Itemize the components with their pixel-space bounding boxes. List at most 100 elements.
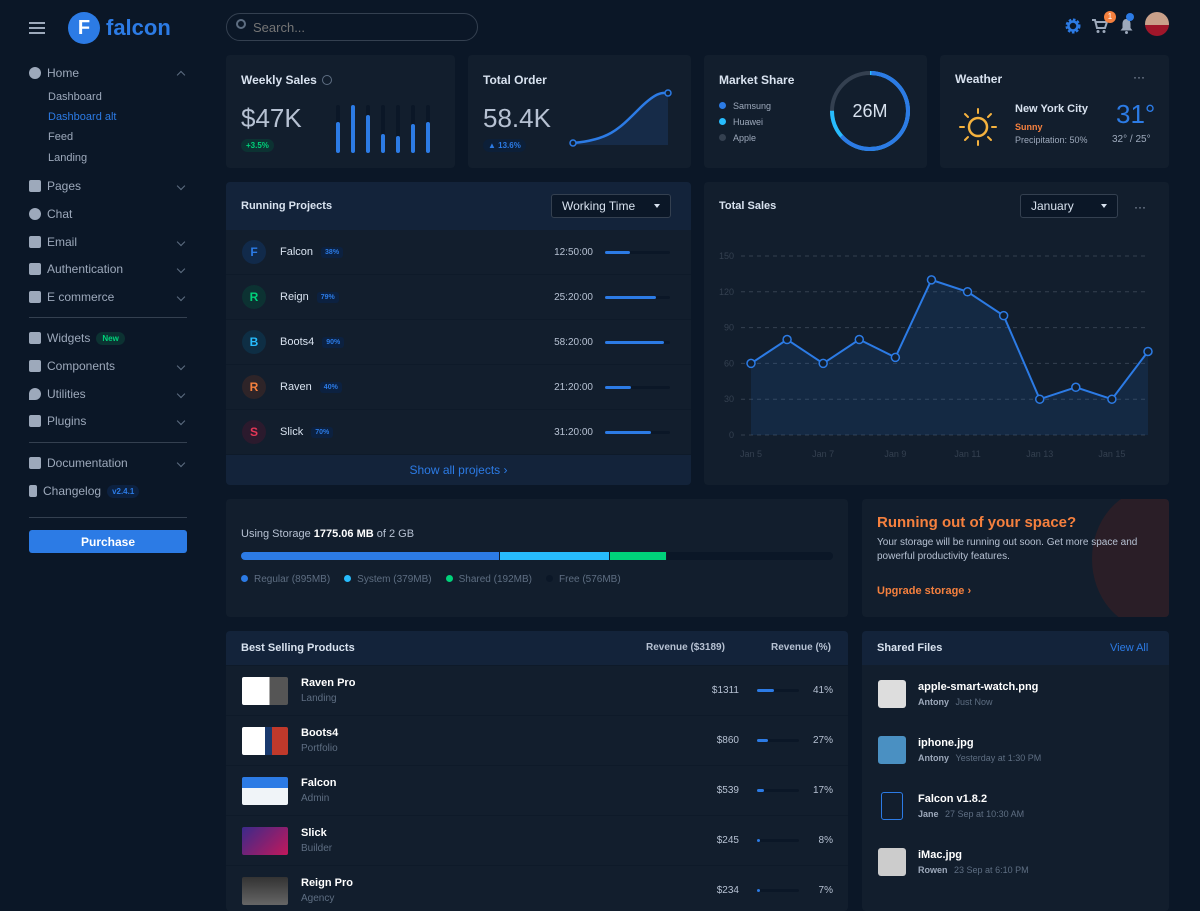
month-select[interactable]: January xyxy=(1020,194,1118,218)
sales-point[interactable] xyxy=(1143,346,1153,357)
precipitation: Precipitation: 50% xyxy=(1015,135,1088,145)
new-badge: New xyxy=(96,331,125,345)
more-options-icon[interactable]: ··· xyxy=(1134,200,1146,214)
sidebar-sub-dashboard[interactable]: Dashboard xyxy=(48,91,102,103)
market-share-legend: Samsung Huawei Apple xyxy=(719,98,771,146)
purchase-button[interactable]: Purchase xyxy=(29,530,187,553)
sales-point[interactable] xyxy=(1034,394,1045,404)
file-item[interactable]: iMac.jpg Rowen 23 Sep at 6:10 PM xyxy=(878,848,1029,876)
chat-icon xyxy=(29,208,41,220)
file-user: Antony xyxy=(918,753,949,763)
project-row[interactable]: B Boots4 90% 58:20:00 xyxy=(226,320,691,365)
sales-point[interactable] xyxy=(926,275,937,285)
column-header-revenue: Revenue ($3189) xyxy=(646,642,725,653)
sales-point[interactable] xyxy=(854,334,865,345)
project-name: Reign xyxy=(280,291,309,303)
pie-chart-icon xyxy=(29,67,41,79)
widgets-icon xyxy=(29,332,41,344)
chevron-down-icon xyxy=(176,237,186,247)
product-type: Builder xyxy=(301,843,333,854)
storage-segment xyxy=(241,552,500,560)
chevron-down-icon xyxy=(176,416,186,426)
sales-point[interactable] xyxy=(818,358,828,369)
project-progress-bar xyxy=(605,295,670,299)
sidebar-item-home[interactable]: Home xyxy=(29,66,187,80)
notification-bell-icon[interactable] xyxy=(1119,18,1134,34)
card-title: Market Share xyxy=(719,73,795,87)
storage-progress-bar xyxy=(241,552,833,560)
file-item[interactable]: iphone.jpg Antony Yesterday at 1:30 PM xyxy=(878,736,1041,764)
file-name: Falcon v1.8.2 xyxy=(918,793,988,805)
sidebar-item-documentation[interactable]: Documentation xyxy=(29,456,187,470)
project-row[interactable]: F Falcon 38% 12:50:00 xyxy=(226,230,691,275)
sales-point[interactable] xyxy=(962,287,973,297)
chevron-down-icon xyxy=(176,292,186,302)
project-row[interactable]: S Slick 70% 31:20:00 xyxy=(226,410,691,455)
sidebar-item-pages[interactable]: Pages xyxy=(29,179,187,193)
sidebar-item-widgets[interactable]: Widgets New xyxy=(29,331,187,345)
weekly-sales-value: $47K xyxy=(241,103,302,133)
revenue-progress-bar xyxy=(757,789,799,792)
sidebar-item-label: Pages xyxy=(47,179,82,193)
sales-point[interactable] xyxy=(1071,382,1081,393)
sidebar-item-chat[interactable]: Chat xyxy=(29,207,187,221)
product-type: Admin xyxy=(301,793,330,804)
legend-dot xyxy=(546,575,553,582)
file-time: 23 Sep at 6:10 PM xyxy=(954,865,1029,875)
project-row[interactable]: R Raven 40% 21:20:00 xyxy=(226,365,691,410)
sidebar-sub-landing[interactable]: Landing xyxy=(48,152,88,164)
sales-point[interactable] xyxy=(890,352,901,363)
project-row[interactable]: R Reign 79% 25:20:00 xyxy=(226,275,691,320)
product-row[interactable]: Reign Pro Agency $234 7% xyxy=(226,865,848,911)
product-row[interactable]: Falcon Admin $539 17% xyxy=(226,765,848,815)
sidebar-item-changelog[interactable]: Changelog v2.4.1 xyxy=(29,484,187,498)
upgrade-storage-link[interactable]: Upgrade storage › xyxy=(877,585,972,597)
storage-legend-item: Shared (192MB) xyxy=(445,574,532,585)
project-percent-badge: 70% xyxy=(311,426,334,438)
help-icon[interactable] xyxy=(321,75,332,85)
product-row[interactable]: Raven Pro Landing $1311 41% xyxy=(226,665,848,715)
project-percent-badge: 40% xyxy=(319,381,342,393)
temperature-range: 32° / 25° xyxy=(1112,134,1151,145)
product-type: Portfolio xyxy=(301,743,338,754)
sidebar-item-email[interactable]: Email xyxy=(29,235,187,249)
sales-line xyxy=(750,278,1149,401)
cart-icon[interactable] xyxy=(1091,18,1108,34)
search-icon xyxy=(236,19,246,29)
working-time-select[interactable]: Working Time xyxy=(551,194,671,218)
project-time: 31:20:00 xyxy=(554,426,593,438)
sidebar-item-utilities[interactable]: Utilities xyxy=(29,387,187,401)
sidebar-item-plugins[interactable]: Plugins xyxy=(29,414,187,428)
product-row[interactable]: Boots4 Portfolio $860 27% xyxy=(226,715,848,765)
sales-point[interactable] xyxy=(998,310,1009,321)
settings-gear-icon[interactable] xyxy=(1064,17,1082,35)
temperature: 31° xyxy=(1116,99,1156,129)
search-input[interactable] xyxy=(226,13,478,41)
sidebar-sub-dashboard-alt[interactable]: Dashboard alt xyxy=(48,111,117,123)
sales-point[interactable] xyxy=(746,358,756,369)
brand-logo[interactable]: F falcon xyxy=(68,12,171,44)
file-item[interactable]: Falcon v1.8.2 Jane 27 Sep at 10:30 AM xyxy=(878,792,1024,820)
sales-point[interactable] xyxy=(1107,394,1117,404)
view-all-link[interactable]: View All xyxy=(1110,642,1149,654)
sidebar-item-authentication[interactable]: Authentication xyxy=(29,262,187,276)
file-user: Rowen xyxy=(918,865,948,875)
sidebar-item-ecommerce[interactable]: E commerce xyxy=(29,290,187,304)
project-avatar: S xyxy=(242,420,266,444)
sidebar-sub-feed[interactable]: Feed xyxy=(48,131,74,143)
sales-point[interactable] xyxy=(782,334,792,345)
product-row[interactable]: Slick Builder $245 8% xyxy=(226,815,848,865)
sidebar-item-components[interactable]: Components xyxy=(29,359,187,373)
more-options-icon[interactable]: ··· xyxy=(1133,70,1145,84)
product-revenue-pct: 41% xyxy=(812,685,833,696)
user-avatar[interactable] xyxy=(1145,12,1169,36)
file-item[interactable]: apple-smart-watch.png Antony Just Now xyxy=(878,680,1038,708)
project-name: Falcon xyxy=(280,246,314,258)
revenue-progress-bar xyxy=(757,689,799,692)
file-time: Just Now xyxy=(955,697,993,707)
market-share-donut xyxy=(830,71,910,151)
show-all-projects-link[interactable]: Show all projects › xyxy=(409,463,508,477)
storage-summary: Using Storage 1775.06 MB of 2 GB xyxy=(241,528,415,540)
menu-icon[interactable] xyxy=(29,22,45,34)
project-progress-bar xyxy=(605,250,670,254)
